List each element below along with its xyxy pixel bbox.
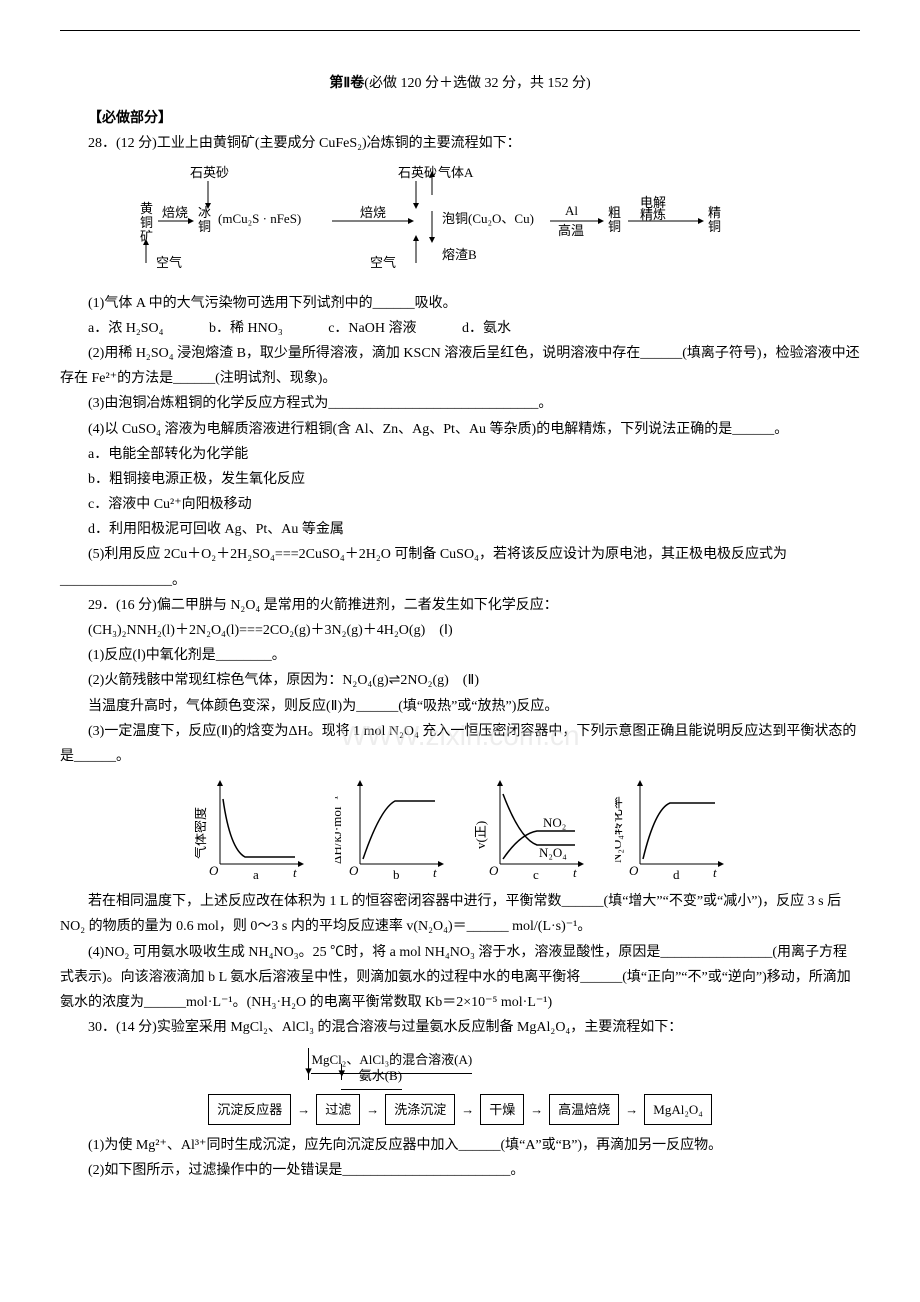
q30-s3: 洗涤沉淀 [385, 1094, 455, 1125]
q28-intro: 28．(12 分)工业上由黄铜矿(主要成分 CuFeS₂)冶炼铜的主要流程如下： [60, 131, 860, 156]
svg-text:a: a [253, 867, 259, 879]
q28-p4a: a．电能全部转化为化学能 [60, 442, 860, 467]
svg-text:ΔH/kJ·mol⁻¹: ΔH/kJ·mol⁻¹ [335, 796, 344, 864]
q30-flow: ▾ MgCl₂、AlCl₃的混合溶液(A) ▾ 氨水(B) 沉淀反应器→ 过滤→… [60, 1048, 860, 1125]
svg-text:Al: Al [565, 203, 578, 218]
q29-charts: 气体密度 O t a ΔH/kJ·mol⁻¹ O t b v(正) NO₂ N₂… [60, 779, 860, 879]
q28-p4c: c．溶液中 Cu²⁺向阳极移动 [60, 492, 860, 517]
q30-s5: 高温焙烧 [549, 1094, 619, 1125]
q29-p2b: 当温度升高时，气体颜色变深，则反应(Ⅱ)为______(填“吸热”或“放热”)反… [60, 694, 860, 719]
svg-text:O: O [489, 863, 499, 878]
top-rule [60, 30, 860, 31]
arrow-icon: → [364, 1098, 381, 1121]
q28-opt-c: c．NaOH 溶液 [328, 321, 416, 336]
flow-in2: 石英砂 [398, 165, 437, 180]
svg-text:N₂O₄: N₂O₄ [539, 845, 567, 860]
section-note: (必做 120 分＋选做 32 分，共 152 分) [364, 76, 590, 91]
svg-text:精: 精 [708, 205, 721, 220]
q28-p4b: b．粗铜接电源正极，发生氧化反应 [60, 467, 860, 492]
svg-text:冰: 冰 [198, 205, 211, 220]
q30-s6: MgAl₂O₄ [644, 1094, 712, 1125]
q29-p1: (1)反应(Ⅰ)中氧化剂是________。 [60, 643, 860, 668]
q29-eq: (CH₃)₂NNH₂(l)＋2N₂O₄(l)===2CO₂(g)＋3N₂(g)＋… [60, 618, 860, 643]
q28-p5: (5)利用反应 2Cu＋O₂＋2H₂SO₄===2CuSO₄＋2H₂O 可制备 … [60, 542, 860, 592]
q28-p4: (4)以 CuSO₄ 溶液为电解质溶液进行粗铜(含 Al、Zn、Ag、Pt、Au… [60, 417, 860, 442]
svg-text:N₂O₄转化率: N₂O₄转化率 [615, 796, 624, 863]
q28-opts: a．浓 H₂SO₄ b．稀 HNO₃ c．NaOH 溶液 d．氨水 [60, 316, 860, 341]
svg-text:O: O [629, 863, 639, 878]
svg-text:铜: 铜 [608, 219, 621, 234]
q30-p2: (2)如下图所示，过滤操作中的一处错误是____________________… [60, 1158, 860, 1183]
svg-text:O: O [209, 863, 219, 878]
q28-opt-b: b．稀 HNO₃ [209, 321, 283, 336]
svg-text:t: t [433, 865, 437, 879]
q29-p2a: (2)火箭残骸中常现红棕色气体，原因为：N₂O₄(g)⇌2NO₂(g) (Ⅱ) [60, 668, 860, 693]
svg-text:精炼: 精炼 [640, 207, 666, 222]
svg-text:焙烧: 焙烧 [360, 205, 386, 220]
svg-text:气体密度: 气体密度 [195, 807, 208, 859]
mandatory-label: 【必做部分】 [60, 106, 860, 131]
svg-text:c: c [533, 867, 539, 879]
q29-p3: (3)一定温度下，反应(Ⅱ)的焓变为ΔH。现将 1 mol N₂O₄ 充入一恒压… [60, 719, 860, 769]
q30-s2: 过滤 [316, 1094, 360, 1125]
arrow-icon: → [295, 1098, 312, 1121]
q30-s1: 沉淀反应器 [208, 1094, 291, 1125]
svg-text:铜: 铜 [140, 215, 153, 230]
svg-text:t: t [293, 865, 297, 879]
chart-c: v(正) NO₂ N₂O₄ O t c [475, 779, 585, 879]
section-name: 第Ⅱ卷 [329, 76, 364, 91]
svg-text:熔渣B: 熔渣B [442, 247, 477, 262]
arrow-icon: → [528, 1098, 545, 1121]
arrow-icon: → [623, 1098, 640, 1121]
q30-intro: 30．(14 分)实验室采用 MgCl₂、AlCl₃ 的混合溶液与过量氨水反应制… [60, 1015, 860, 1040]
svg-text:泡铜(Cu₂O、Cu): 泡铜(Cu₂O、Cu) [442, 211, 534, 226]
q30-p1: (1)为使 Mg²⁺、Al³⁺同时生成沉淀，应先向沉淀反应器中加入______(… [60, 1133, 860, 1158]
svg-text:粗: 粗 [608, 205, 621, 220]
chart-d: N₂O₄转化率 O t d [615, 779, 725, 879]
q28-p3: (3)由泡铜冶炼粗铜的化学反应方程式为_____________________… [60, 391, 860, 416]
chart-a: 气体密度 O t a [195, 779, 305, 879]
svg-text:焙烧: 焙烧 [162, 205, 188, 220]
q28-flow-diagram: text{font-family:SimSun,serif;font-size:… [60, 163, 860, 283]
svg-text:铜: 铜 [708, 219, 721, 234]
svg-text:空气: 空气 [370, 255, 396, 270]
flow-n1: 黄 [140, 201, 153, 216]
svg-text:d: d [673, 867, 680, 879]
svg-text:空气: 空气 [156, 255, 182, 270]
svg-text:v(正): v(正) [475, 821, 488, 849]
q28-p1: (1)气体 A 中的大气污染物可选用下列试剂中的______吸收。 [60, 291, 860, 316]
flow-gasA: 气体A [438, 165, 474, 180]
svg-text:(mCu₂S · nFeS): (mCu₂S · nFeS) [218, 211, 301, 226]
section-title: 第Ⅱ卷(必做 120 分＋选做 32 分，共 152 分) [60, 71, 860, 96]
flow-in1: 石英砂 [190, 165, 229, 180]
svg-text:高温: 高温 [558, 223, 584, 238]
q28-opt-d: d．氨水 [462, 321, 511, 336]
svg-text:O: O [349, 863, 359, 878]
q28-p4d: d．利用阳极泥可回收 Ag、Pt、Au 等金属 [60, 517, 860, 542]
q29-intro: 29．(16 分)偏二甲肼与 N₂O₄ 是常用的火箭推进剂，二者发生如下化学反应… [60, 593, 860, 618]
q28-opt-a: a．浓 H₂SO₄ [88, 321, 163, 336]
q28-p2: (2)用稀 H₂SO₄ 浸泡熔渣 B，取少量所得溶液，滴加 KSCN 溶液后呈红… [60, 341, 860, 391]
q29-p4: (4)NO₂ 可用氨水吸收生成 NH₄NO₃。25 ℃时，将 a mol NH₄… [60, 940, 860, 1016]
arrow-icon: → [459, 1098, 476, 1121]
q30-s4: 干燥 [480, 1094, 524, 1125]
svg-text:铜: 铜 [198, 219, 211, 234]
svg-text:b: b [393, 867, 400, 879]
svg-text:t: t [713, 865, 717, 879]
svg-text:NO₂: NO₂ [543, 815, 566, 830]
q30-flow-b: 氨水(B) [359, 1068, 402, 1083]
svg-text:t: t [573, 865, 577, 879]
chart-b: ΔH/kJ·mol⁻¹ O t b [335, 779, 445, 879]
q29-p3b: 若在相同温度下，上述反应改在体积为 1 L 的恒容密闭容器中进行，平衡常数___… [60, 889, 860, 939]
